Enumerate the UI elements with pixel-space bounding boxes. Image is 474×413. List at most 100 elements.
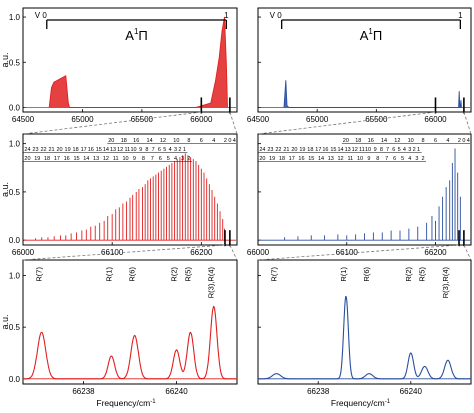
x-axis-label-superscript: -1 [385, 399, 391, 405]
ladder-label: 20 [343, 138, 349, 144]
ladder-label: 14 [337, 147, 343, 153]
peak-label: R(2) [404, 267, 413, 282]
ladder-label: 19 [34, 156, 40, 162]
ladder-label: 24 [259, 147, 265, 153]
ladder-label: 16 [322, 147, 328, 153]
ladder-label: 4 [169, 147, 172, 153]
x-tick-label: 66100 [336, 248, 359, 257]
peak-label: R(3),R(4) [207, 266, 216, 298]
ladder-label: 22 [40, 147, 46, 153]
ladder-label: 24 [24, 147, 30, 153]
ladder-label: 15 [330, 147, 336, 153]
ladder-label: 5 [167, 156, 170, 162]
peak-label: R(5) [418, 267, 427, 282]
ladder-label: 5 [398, 147, 401, 153]
x-tick-label: 65000 [71, 115, 94, 124]
ladder-label: 16 [64, 156, 70, 162]
x-tick-label: 65500 [365, 115, 388, 124]
peak-label: R(7) [270, 267, 279, 282]
ladder-label: 13 [110, 147, 116, 153]
x-tick-label: 66240 [400, 387, 423, 396]
ladder-label: 20 [108, 138, 114, 144]
ladder-label: 7 [386, 147, 389, 153]
ladder-label: 13 [328, 156, 334, 162]
x-axis-label-superscript: -1 [150, 399, 156, 405]
y-axis-label: a.u. [0, 314, 10, 329]
y-tick-label: 0.0 [9, 236, 21, 245]
ladder-label: 4 [467, 138, 470, 144]
ladder-label: 4 [212, 138, 215, 144]
v-right-label: 1 [458, 11, 463, 20]
peak-label: R(3),R(4) [441, 266, 450, 298]
ladder-label: 10 [173, 138, 179, 144]
ladder-label: 1 [183, 147, 186, 153]
x-tick-label: 66000 [247, 248, 270, 257]
ladder-label: 17 [315, 147, 321, 153]
ladder-label: 17 [289, 156, 295, 162]
x-tick-label: 66000 [424, 115, 447, 124]
ladder-label: 8 [422, 138, 425, 144]
ladder-label: 14 [381, 138, 387, 144]
ladder-label: 20 [291, 147, 297, 153]
y-tick-label: 1.0 [9, 140, 21, 149]
ladder-label: 4 [174, 156, 177, 162]
ladder-label: 4 [403, 147, 406, 153]
ladder-label: 6 [434, 138, 437, 144]
ladder-label: 14 [147, 138, 153, 144]
ladder-label: 4 [233, 138, 236, 144]
ladder-label: 18 [44, 156, 50, 162]
ladder-label: 12 [394, 138, 400, 144]
ladder-label: 20 [259, 156, 265, 162]
x-tick-label: 65000 [306, 115, 329, 124]
ladder-label: 3 [174, 147, 177, 153]
y-tick-label: 1.0 [9, 13, 21, 22]
ladder-label: 20 [56, 147, 62, 153]
x-tick-label: 66000 [190, 115, 213, 124]
x-axis-label: Frequency/cm-1 [96, 398, 156, 408]
x-tick-label: 65500 [131, 115, 154, 124]
x-tick-label: 66100 [101, 248, 124, 257]
ladder-label: 4 [446, 138, 449, 144]
ladder-label: 6 [392, 147, 395, 153]
peak-label: R(5) [183, 267, 192, 282]
ladder-label: 3 [415, 156, 418, 162]
panel-br: 66238 66240 Frequency/cm-1 R(7) R(1) R(6) R(2)… [257, 259, 472, 408]
ladder-label: 0 [462, 138, 465, 144]
ladder-label: 12 [103, 156, 109, 162]
panel-bl: 0.0 0.5 1.0 66238 66240 a.u. Frequency/cm-1 R(7… [0, 259, 238, 408]
peak-label: R(6) [362, 267, 371, 282]
ladder-label: 10 [357, 156, 363, 162]
peak-label: R(1) [104, 267, 113, 282]
peak-label: R(6) [128, 267, 137, 282]
zoom-connector [257, 111, 436, 135]
ladder-label: 15 [73, 156, 79, 162]
ladder-label: 18 [279, 156, 285, 162]
zoom-connector [463, 111, 472, 135]
ladder-label: 11 [347, 156, 353, 162]
ladder-label: 2 [187, 156, 190, 162]
ladder-label: 7 [152, 147, 155, 153]
ladder-label: 0 [228, 138, 231, 144]
plot-frame [257, 133, 472, 246]
ladder-label: 2 [413, 147, 416, 153]
ladder-label: 13 [93, 156, 99, 162]
ladder-label: 9 [374, 147, 377, 153]
ladder-label: 19 [299, 147, 305, 153]
zoom-connector [22, 111, 202, 135]
ladder-label: 6 [200, 138, 203, 144]
x-tick-label: 66238 [307, 387, 330, 396]
ladder-label: 8 [380, 147, 383, 153]
series-line [23, 305, 237, 380]
ladder-label: 7 [151, 156, 154, 162]
series-line [258, 295, 471, 380]
ladder-label: 10 [122, 156, 128, 162]
ladder-label: 18 [121, 138, 127, 144]
band-label-symbol: Π [373, 28, 382, 43]
band-label: A1Π [360, 27, 383, 43]
ladder-label: 16 [368, 138, 374, 144]
band-label: A1Π [125, 27, 148, 43]
y-tick-label: 0.5 [9, 323, 21, 332]
